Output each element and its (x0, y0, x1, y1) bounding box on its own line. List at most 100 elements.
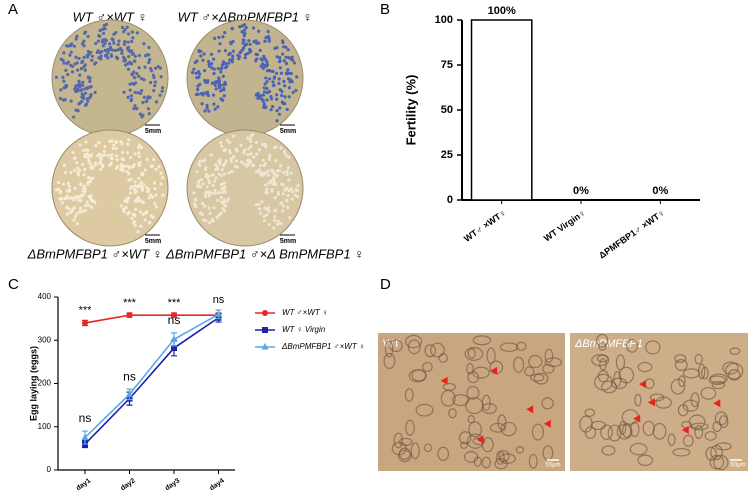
egg (129, 177, 133, 181)
egg (273, 196, 277, 200)
egg (78, 84, 82, 89)
egg (144, 99, 149, 104)
egg (154, 167, 158, 171)
egg (83, 208, 87, 213)
tissue (694, 424, 704, 440)
egg (266, 169, 270, 173)
egg (265, 86, 269, 91)
egg (285, 154, 289, 158)
egg (258, 172, 263, 176)
egg (122, 42, 126, 46)
egg (291, 190, 295, 194)
arrowhead (543, 419, 551, 428)
egg (251, 26, 256, 30)
egg (153, 202, 157, 206)
egg (145, 157, 149, 162)
egg (229, 40, 233, 45)
annotation: ns (213, 294, 225, 306)
egg (190, 70, 195, 75)
egg (133, 224, 137, 228)
egg (75, 61, 79, 65)
tissue (467, 348, 476, 359)
egg (142, 42, 146, 46)
egg (284, 55, 288, 59)
egg (147, 112, 151, 116)
tissue (613, 370, 622, 388)
egg (279, 164, 283, 168)
tissue (499, 342, 519, 352)
egg (77, 82, 82, 86)
egg (287, 55, 291, 60)
egg (259, 57, 263, 61)
egg (221, 206, 225, 211)
egg (267, 157, 272, 161)
egg (198, 211, 202, 215)
egg (218, 42, 222, 46)
egg (130, 39, 134, 44)
egg (264, 35, 268, 40)
egg (248, 47, 252, 52)
arrowhead (490, 366, 498, 375)
egg (207, 194, 211, 198)
egg (81, 189, 85, 193)
egg (86, 99, 90, 103)
egg (125, 25, 129, 29)
egg (65, 194, 69, 198)
egg (81, 148, 86, 153)
tissue (596, 333, 609, 348)
egg (67, 188, 72, 192)
egg (131, 73, 135, 77)
egg (146, 95, 150, 99)
tissue (533, 372, 549, 385)
egg (89, 162, 93, 167)
egg (89, 50, 93, 55)
egg (82, 96, 86, 101)
egg (72, 44, 76, 48)
scale-label: 5mm (280, 238, 296, 245)
egg (96, 39, 100, 43)
egg (133, 184, 137, 188)
egg (77, 195, 82, 199)
tissue (712, 420, 722, 433)
egg (263, 206, 267, 210)
tissue (678, 375, 686, 388)
egg (149, 164, 153, 168)
egg (259, 164, 263, 168)
tissue (481, 456, 491, 469)
egg (205, 103, 209, 107)
egg (125, 170, 129, 174)
egg (144, 185, 149, 190)
egg (214, 176, 218, 180)
egg (133, 152, 137, 156)
petri-dish (51, 129, 169, 247)
egg (126, 40, 130, 44)
egg (285, 107, 289, 111)
egg (238, 50, 242, 55)
egg (160, 89, 164, 93)
egg (285, 172, 289, 176)
egg (265, 69, 270, 73)
tissue (629, 421, 640, 438)
egg (266, 206, 271, 210)
egg (295, 188, 300, 193)
egg (287, 155, 291, 159)
egg (243, 52, 248, 57)
egg (220, 63, 225, 67)
egg (84, 140, 88, 144)
egg (123, 199, 127, 203)
egg (220, 182, 224, 186)
egg (143, 65, 147, 69)
egg (217, 159, 221, 163)
arrowhead (713, 399, 721, 408)
egg (267, 90, 272, 94)
egg (133, 90, 137, 95)
x-tick-label: day3 (164, 477, 181, 491)
egg (117, 39, 121, 43)
egg (86, 34, 90, 39)
egg (233, 164, 237, 168)
tissue (599, 358, 607, 371)
egg (203, 109, 207, 113)
egg (129, 155, 133, 160)
egg (99, 157, 103, 161)
egg (152, 181, 157, 185)
